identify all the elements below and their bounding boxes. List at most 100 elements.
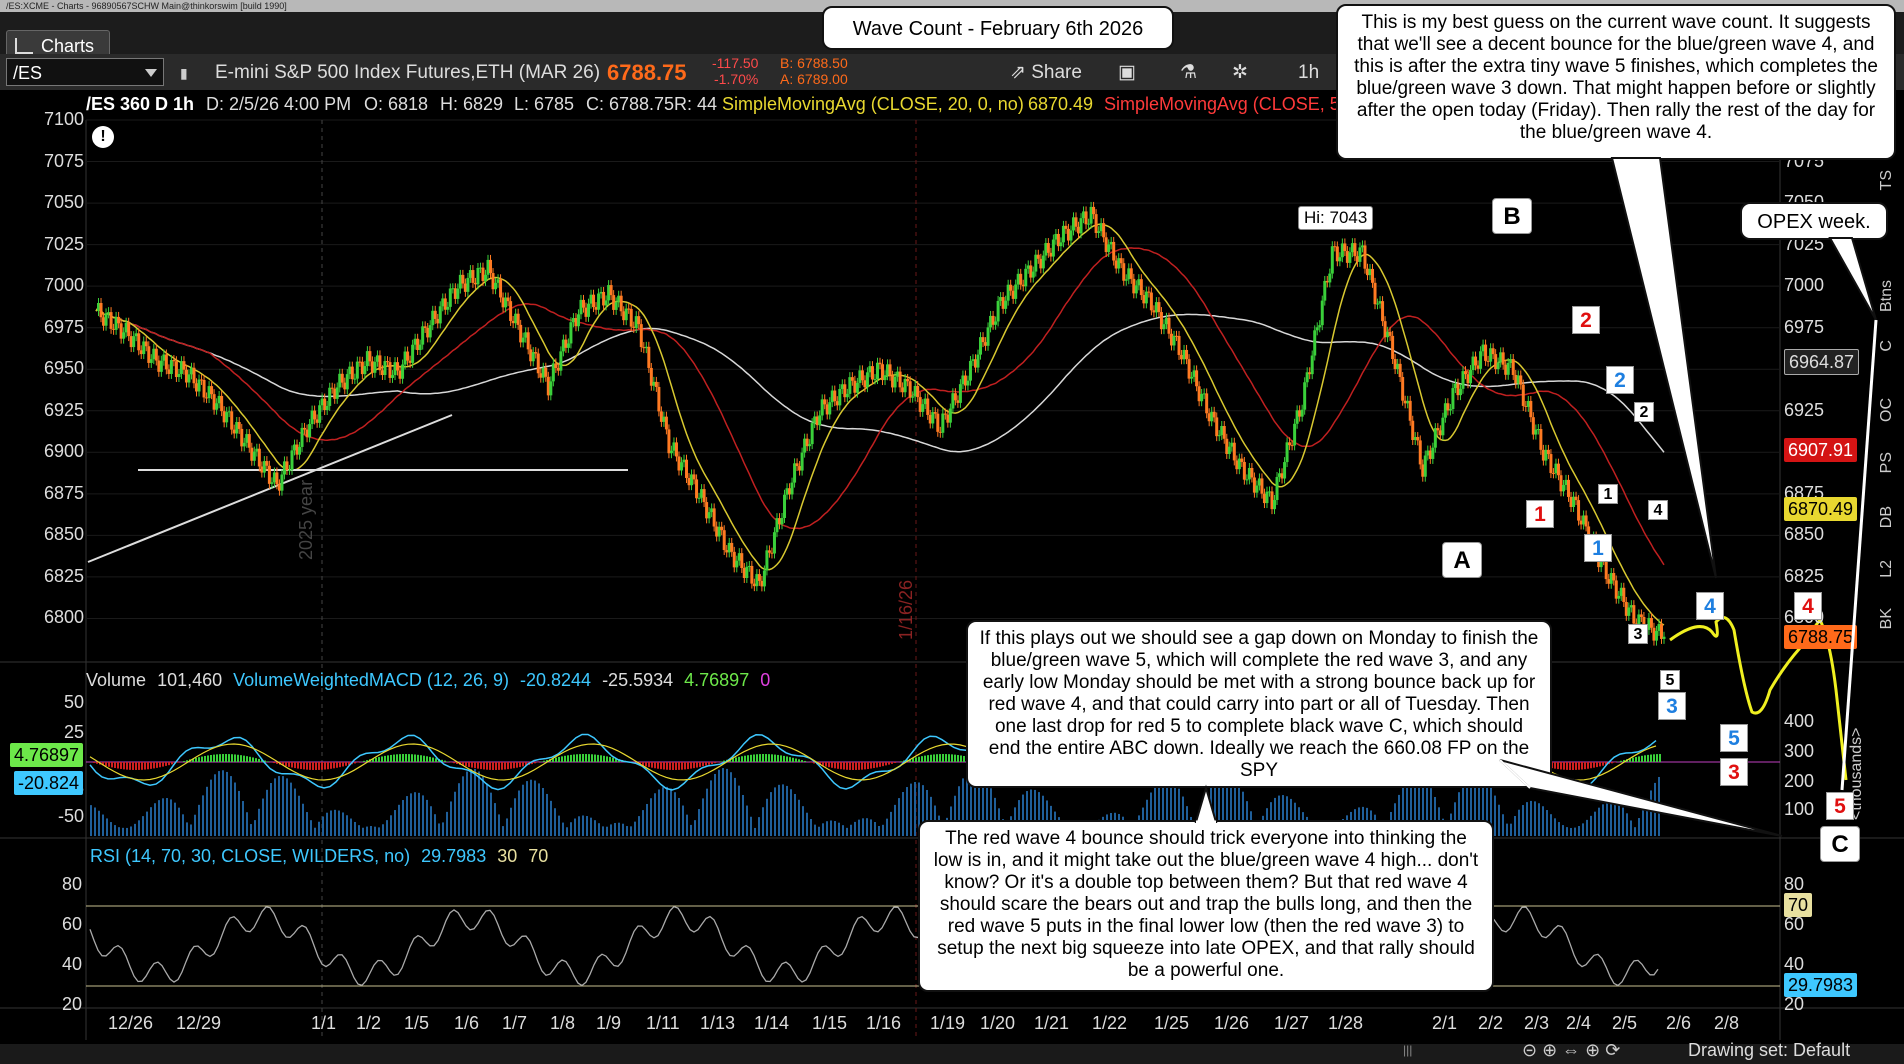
candle-body bbox=[1494, 354, 1498, 370]
candle-body bbox=[102, 317, 106, 326]
volume-bar bbox=[1622, 807, 1624, 836]
rsi-value: 29.7983 bbox=[421, 846, 487, 866]
candle-body bbox=[679, 462, 683, 471]
candle-body bbox=[1122, 263, 1126, 281]
volume-bar bbox=[206, 786, 208, 836]
candle-body bbox=[966, 380, 970, 386]
macd-hist-bar bbox=[477, 762, 479, 769]
candle-body bbox=[647, 346, 651, 368]
candle-body bbox=[1433, 428, 1437, 448]
macd-hist-bar bbox=[150, 762, 152, 769]
projection-path bbox=[1669, 616, 1848, 781]
candle-body bbox=[1117, 258, 1121, 269]
candle-body bbox=[1039, 258, 1043, 269]
price-tick-label: 6925 bbox=[44, 399, 85, 420]
side-button-btns[interactable]: Btns bbox=[1878, 280, 1895, 313]
macd-hist-bar bbox=[153, 762, 155, 769]
volume-bar bbox=[1018, 800, 1020, 836]
macd-hist-bar bbox=[855, 762, 857, 770]
volume-bar bbox=[1042, 795, 1044, 836]
macd-hist-bar bbox=[666, 762, 668, 770]
macd-hist-bar bbox=[213, 754, 215, 762]
macd-hist-bar bbox=[300, 762, 302, 770]
macd-hist-bar bbox=[495, 762, 497, 770]
gear-icon[interactable]: ✲ bbox=[1232, 62, 1248, 83]
candle-body bbox=[581, 299, 585, 308]
side-button-db[interactable]: DB bbox=[1878, 506, 1895, 529]
macd-hist-bar bbox=[96, 762, 98, 764]
macd-tag-pos: 4.76897 bbox=[10, 743, 84, 767]
candle-body bbox=[109, 312, 113, 329]
candle-body bbox=[808, 444, 812, 447]
candle-body bbox=[1077, 226, 1081, 234]
share-button[interactable]: ⇗ Share bbox=[1010, 60, 1082, 86]
zoom-controls[interactable]: ⊝ ⊕ ⇔ ⊕ ⟳ bbox=[1522, 1040, 1621, 1060]
candle-body bbox=[1526, 400, 1530, 407]
side-button-ts[interactable]: TS bbox=[1878, 170, 1895, 191]
macd-hist-bar bbox=[465, 762, 467, 767]
alert-icon[interactable]: ! bbox=[92, 126, 114, 148]
candle-body bbox=[1582, 515, 1586, 525]
macd-hist-bar bbox=[768, 754, 770, 762]
symbol-input[interactable]: /ES bbox=[6, 58, 164, 86]
candle-body bbox=[167, 369, 171, 374]
volume-bar bbox=[218, 771, 220, 836]
timeframe-selector[interactable]: 1h bbox=[1298, 62, 1320, 83]
scroll-handle[interactable]: ||| bbox=[1403, 1043, 1413, 1057]
candle-body bbox=[428, 325, 432, 338]
side-button-ps[interactable]: PS bbox=[1878, 452, 1895, 474]
volume-bar bbox=[1586, 819, 1588, 836]
side-button-l2[interactable]: L2 bbox=[1878, 560, 1895, 578]
flask-icon[interactable]: ⚗ bbox=[1180, 62, 1198, 83]
link-icon[interactable]: ▮ bbox=[180, 65, 188, 81]
candle-body bbox=[1629, 605, 1633, 608]
candle-body bbox=[1270, 491, 1274, 510]
volume-bar bbox=[1534, 801, 1536, 836]
candle-body bbox=[1102, 223, 1106, 238]
macd-hist-bar bbox=[411, 754, 413, 762]
side-button-oc[interactable]: OC bbox=[1878, 398, 1895, 422]
candle-body bbox=[569, 322, 573, 344]
gadgets-icon[interactable]: ▣ bbox=[1118, 62, 1136, 83]
volume-bar bbox=[294, 788, 296, 836]
candle-body bbox=[961, 375, 965, 385]
candle-body bbox=[672, 442, 676, 451]
candle-body bbox=[1481, 344, 1485, 352]
volume-bar bbox=[1610, 800, 1612, 836]
candle-body bbox=[1129, 268, 1133, 279]
candle-body bbox=[1172, 335, 1176, 346]
volume-bar bbox=[262, 798, 264, 836]
macd-hist-bar bbox=[828, 762, 830, 768]
macd-hist-bar bbox=[324, 762, 326, 770]
macd-hist-bar bbox=[1632, 757, 1634, 762]
candle-body bbox=[732, 551, 736, 568]
candle-body bbox=[549, 381, 553, 396]
drawing-set[interactable]: Drawing set: Default bbox=[1688, 1040, 1851, 1060]
volume-bar bbox=[1242, 791, 1244, 836]
wave-label: 2 bbox=[1572, 306, 1600, 334]
volume-bar bbox=[818, 826, 820, 836]
candle-body bbox=[1534, 429, 1538, 435]
candle-body bbox=[1227, 446, 1231, 454]
macd-hist-bar bbox=[468, 762, 470, 767]
side-button-bk[interactable]: BK bbox=[1878, 608, 1895, 630]
chevron-down-icon[interactable] bbox=[145, 69, 157, 77]
candle-body bbox=[159, 360, 163, 372]
macd-hist-bar bbox=[822, 762, 824, 766]
macd-hist-bar bbox=[342, 762, 344, 767]
volume-bar bbox=[1542, 806, 1544, 836]
candle-body bbox=[177, 373, 181, 378]
candle-body bbox=[363, 366, 367, 375]
volume-bar bbox=[202, 795, 204, 836]
candle-body bbox=[1401, 377, 1405, 401]
candle-body bbox=[328, 387, 332, 406]
volume-bar bbox=[1482, 775, 1484, 836]
candle-body bbox=[262, 461, 266, 473]
side-button-c[interactable]: C bbox=[1878, 340, 1895, 352]
wave-label: 5 bbox=[1826, 792, 1854, 820]
volume-bar bbox=[1630, 820, 1632, 836]
macd-hist-bar bbox=[330, 762, 332, 769]
candle-body bbox=[848, 377, 852, 394]
volume-bar bbox=[1598, 807, 1600, 836]
candle-body bbox=[267, 465, 271, 484]
